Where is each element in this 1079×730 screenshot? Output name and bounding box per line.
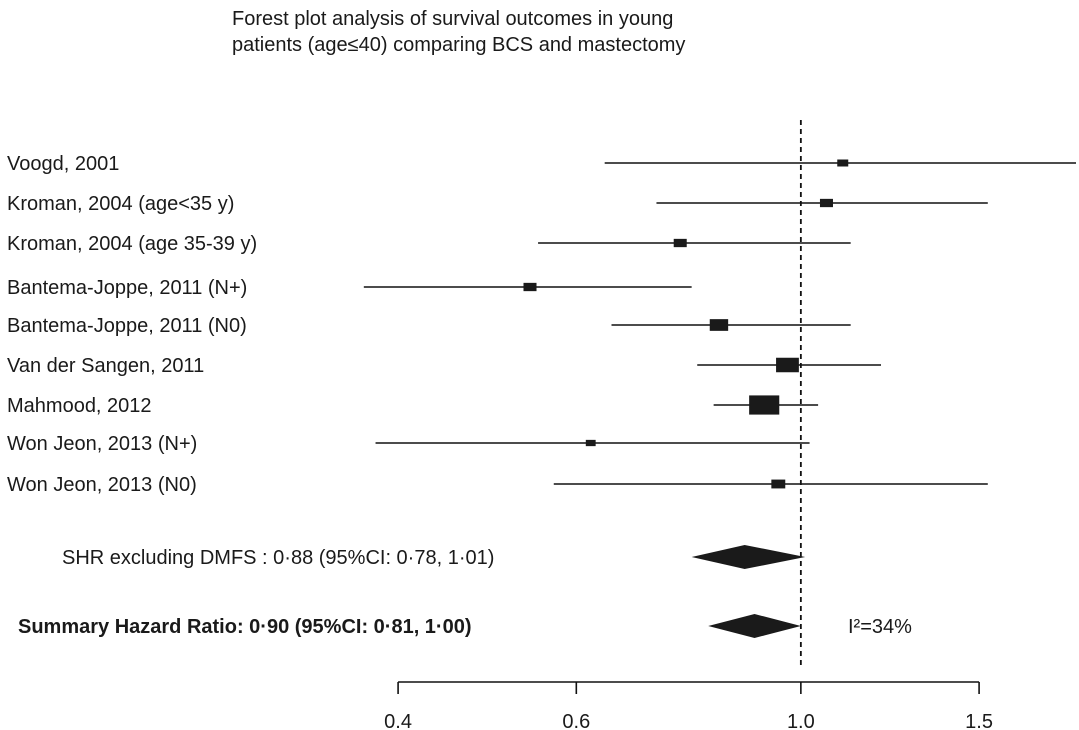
study-label: Bantema-Joppe, 2011 (N+) [7, 277, 247, 299]
point-estimate [771, 479, 786, 489]
point-estimate [749, 395, 780, 415]
point-estimate [585, 439, 596, 447]
study-label: Mahmood, 2012 [7, 395, 152, 417]
x-tick-label: 0.6 [562, 711, 590, 730]
x-tick-label: 1.0 [787, 711, 815, 730]
study-label: Kroman, 2004 (age 35-39 y) [7, 233, 257, 255]
chart-title-line-2: patients (age≤40) comparing BCS and mast… [232, 34, 686, 56]
point-estimate [776, 357, 799, 373]
study-label: Bantema-Joppe, 2011 (N0) [7, 315, 247, 337]
summary-diamond [708, 614, 801, 638]
point-estimate [673, 238, 687, 248]
study-label: Kroman, 2004 (age<35 y) [7, 193, 234, 215]
summary-label: SHR excluding DMFS : 0·88 (95%CI: 0·78, … [62, 547, 494, 569]
summary-diamond [691, 545, 806, 569]
study-label: Won Jeon, 2013 (N0) [7, 474, 197, 496]
study-label: Van der Sangen, 2011 [7, 355, 204, 377]
point-estimate [837, 159, 849, 167]
point-estimate [819, 198, 833, 208]
summary-label: Summary Hazard Ratio: 0·90 (95%CI: 0·81,… [18, 616, 472, 638]
x-tick-label: 1.5 [965, 711, 993, 730]
point-estimate [709, 319, 729, 331]
heterogeneity-label: I²=34% [848, 616, 912, 638]
study-label: Voogd, 2001 [7, 153, 119, 175]
chart-title-line-1: Forest plot analysis of survival outcome… [232, 8, 674, 30]
point-estimate [523, 282, 537, 292]
study-label: Won Jeon, 2013 (N+) [7, 433, 197, 455]
x-tick-label: 0.4 [384, 711, 412, 730]
